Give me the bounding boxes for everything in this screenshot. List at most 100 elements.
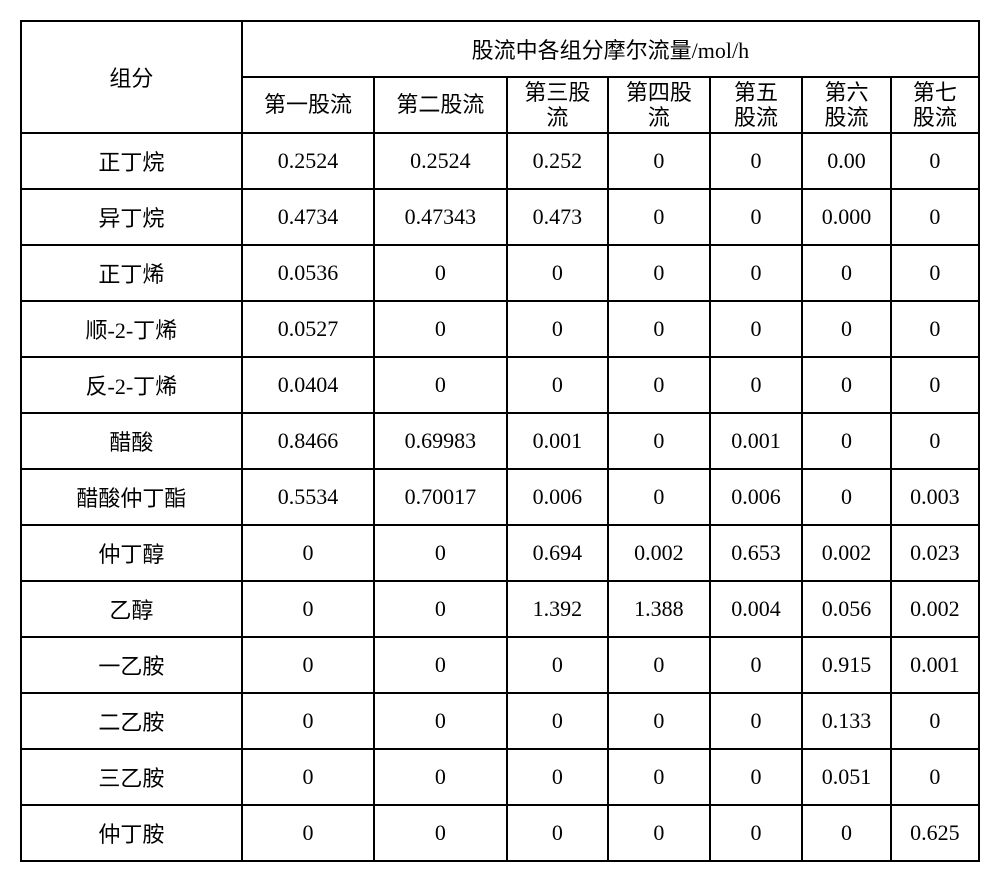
cell-value: 0 — [507, 357, 609, 413]
cell-value: 0 — [710, 749, 803, 805]
header-component: 组分 — [21, 21, 242, 133]
cell-value: 0 — [374, 301, 506, 357]
table-row: 乙醇001.3921.3880.0040.0560.002 — [21, 581, 979, 637]
cell-value: 0.70017 — [374, 469, 506, 525]
header-stream-3: 第三股流 — [507, 77, 609, 133]
cell-value: 0.023 — [891, 525, 979, 581]
cell-value: 0 — [374, 693, 506, 749]
row-component-name: 二乙胺 — [21, 693, 242, 749]
cell-value: 0 — [802, 357, 890, 413]
cell-value: 0 — [374, 637, 506, 693]
cell-value: 1.392 — [507, 581, 609, 637]
cell-value: 0.8466 — [242, 413, 374, 469]
table-row: 二乙胺000000.1330 — [21, 693, 979, 749]
cell-value: 0 — [242, 749, 374, 805]
cell-value: 0 — [374, 357, 506, 413]
table-row: 仲丁醇000.6940.0020.6530.0020.023 — [21, 525, 979, 581]
molar-flow-table: 组分 股流中各组分摩尔流量/mol/h 第一股流 第二股流 第三股流 第四股流 … — [20, 20, 980, 862]
cell-value: 0 — [710, 189, 803, 245]
table-row: 正丁烯0.0536000000 — [21, 245, 979, 301]
table-row: 仲丁胺0000000.625 — [21, 805, 979, 861]
cell-value: 0.051 — [802, 749, 890, 805]
table-body: 正丁烷0.25240.25240.252000.000异丁烷0.47340.47… — [21, 133, 979, 861]
cell-value: 0 — [374, 749, 506, 805]
cell-value: 0 — [710, 133, 803, 189]
cell-value: 0 — [608, 637, 710, 693]
row-component-name: 仲丁胺 — [21, 805, 242, 861]
cell-value: 0.002 — [608, 525, 710, 581]
cell-value: 0 — [374, 805, 506, 861]
cell-value: 0 — [608, 693, 710, 749]
cell-value: 0 — [608, 357, 710, 413]
cell-value: 0 — [891, 133, 979, 189]
cell-value: 0.001 — [710, 413, 803, 469]
cell-value: 0.0404 — [242, 357, 374, 413]
cell-value: 0 — [374, 581, 506, 637]
cell-value: 0.653 — [710, 525, 803, 581]
cell-value: 0 — [608, 189, 710, 245]
header-stream-5: 第五股流 — [710, 77, 803, 133]
cell-value: 0 — [507, 245, 609, 301]
table-row: 异丁烷0.47340.473430.473000.0000 — [21, 189, 979, 245]
cell-value: 0 — [608, 805, 710, 861]
cell-value: 0 — [242, 693, 374, 749]
cell-value: 0.473 — [507, 189, 609, 245]
cell-value: 0.001 — [507, 413, 609, 469]
cell-value: 0.625 — [891, 805, 979, 861]
header-stream-2: 第二股流 — [374, 77, 506, 133]
cell-value: 0.2524 — [242, 133, 374, 189]
cell-value: 0 — [242, 637, 374, 693]
table-row: 顺-2-丁烯0.0527000000 — [21, 301, 979, 357]
row-component-name: 三乙胺 — [21, 749, 242, 805]
cell-value: 0.001 — [891, 637, 979, 693]
table-row: 一乙胺000000.9150.001 — [21, 637, 979, 693]
cell-value: 0.47343 — [374, 189, 506, 245]
cell-value: 0 — [507, 749, 609, 805]
cell-value: 0.002 — [802, 525, 890, 581]
row-component-name: 醋酸仲丁酯 — [21, 469, 242, 525]
cell-value: 0 — [710, 357, 803, 413]
cell-value: 0.0536 — [242, 245, 374, 301]
row-component-name: 反-2-丁烯 — [21, 357, 242, 413]
cell-value: 0.002 — [891, 581, 979, 637]
header-group: 股流中各组分摩尔流量/mol/h — [242, 21, 979, 77]
cell-value: 0 — [891, 301, 979, 357]
cell-value: 0 — [507, 301, 609, 357]
cell-value: 0 — [507, 637, 609, 693]
cell-value: 0.004 — [710, 581, 803, 637]
cell-value: 0.003 — [891, 469, 979, 525]
table-row: 正丁烷0.25240.25240.252000.000 — [21, 133, 979, 189]
cell-value: 0 — [242, 805, 374, 861]
cell-value: 0 — [608, 301, 710, 357]
cell-value: 0 — [891, 693, 979, 749]
cell-value: 0 — [608, 133, 710, 189]
cell-value: 0 — [802, 245, 890, 301]
cell-value: 0.694 — [507, 525, 609, 581]
cell-value: 0 — [710, 693, 803, 749]
cell-value: 0 — [608, 469, 710, 525]
header-stream-7: 第七股流 — [891, 77, 979, 133]
table-row: 三乙胺000000.0510 — [21, 749, 979, 805]
cell-value: 0 — [891, 189, 979, 245]
cell-value: 0.915 — [802, 637, 890, 693]
row-component-name: 仲丁醇 — [21, 525, 242, 581]
cell-value: 0 — [507, 693, 609, 749]
row-component-name: 一乙胺 — [21, 637, 242, 693]
cell-value: 0 — [242, 525, 374, 581]
cell-value: 0 — [374, 245, 506, 301]
cell-value: 0 — [802, 301, 890, 357]
cell-value: 0 — [802, 469, 890, 525]
cell-value: 0.133 — [802, 693, 890, 749]
cell-value: 0 — [710, 301, 803, 357]
cell-value: 0.252 — [507, 133, 609, 189]
row-component-name: 顺-2-丁烯 — [21, 301, 242, 357]
cell-value: 0 — [802, 413, 890, 469]
cell-value: 0 — [242, 581, 374, 637]
table-header: 组分 股流中各组分摩尔流量/mol/h 第一股流 第二股流 第三股流 第四股流 … — [21, 21, 979, 133]
cell-value: 0.006 — [507, 469, 609, 525]
row-component-name: 醋酸 — [21, 413, 242, 469]
cell-value: 0.056 — [802, 581, 890, 637]
cell-value: 0.000 — [802, 189, 890, 245]
cell-value: 0.5534 — [242, 469, 374, 525]
table-row: 醋酸0.84660.699830.00100.00100 — [21, 413, 979, 469]
